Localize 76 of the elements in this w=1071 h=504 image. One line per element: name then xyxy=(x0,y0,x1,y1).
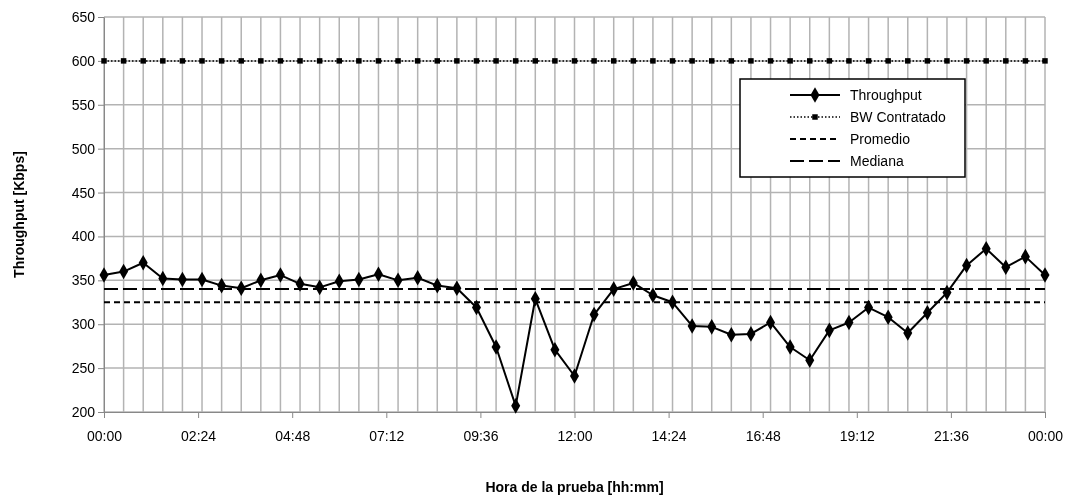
y-tick-label: 300 xyxy=(71,316,96,333)
point xyxy=(493,58,499,64)
point xyxy=(277,58,284,64)
point xyxy=(905,58,911,64)
point xyxy=(238,58,244,64)
legend-label: Promedio xyxy=(850,131,911,147)
point xyxy=(963,58,970,64)
y-tick-label: 500 xyxy=(71,140,96,157)
point xyxy=(532,58,539,64)
y-tick-label: 600 xyxy=(71,52,96,69)
x-tick-label: 14:24 xyxy=(651,427,687,444)
point xyxy=(454,58,460,64)
x-tick-label: 00:00 xyxy=(86,427,123,444)
x-tick-label: 07:12 xyxy=(369,427,405,444)
point xyxy=(258,58,264,64)
point xyxy=(101,58,107,64)
point xyxy=(807,58,813,64)
point xyxy=(1003,58,1009,64)
x-tick-label: 12:00 xyxy=(557,427,593,444)
point xyxy=(983,58,989,64)
x-tick-label: 02:24 xyxy=(181,427,217,444)
x-tick-label: 19:12 xyxy=(839,427,876,444)
point xyxy=(767,58,774,64)
point xyxy=(375,58,382,64)
point xyxy=(610,58,617,64)
point xyxy=(434,58,441,64)
legend-label: Throughput xyxy=(850,87,922,103)
x-tick-label: 21:36 xyxy=(933,427,970,444)
point xyxy=(140,58,146,64)
y-tick-label: 400 xyxy=(71,228,96,245)
point xyxy=(924,58,931,64)
x-axis-title: Hora de la prueba [hh:mm] xyxy=(485,479,664,495)
x-tick-label: 04:48 xyxy=(275,427,311,444)
point xyxy=(630,58,637,64)
point xyxy=(316,58,323,64)
point xyxy=(120,58,127,64)
point xyxy=(218,58,225,64)
x-tick-label: 09:36 xyxy=(463,427,499,444)
point xyxy=(297,58,303,64)
y-tick-label: 350 xyxy=(71,272,96,289)
point xyxy=(591,58,597,64)
y-tick-label: 200 xyxy=(71,403,96,420)
point xyxy=(414,58,421,64)
point xyxy=(826,58,833,64)
point xyxy=(885,58,891,64)
point xyxy=(395,58,401,64)
point xyxy=(1022,58,1029,64)
point xyxy=(356,58,362,64)
x-tick-label: 00:00 xyxy=(1027,427,1064,444)
point xyxy=(846,58,852,64)
point xyxy=(728,58,735,64)
legend-label: Mediana xyxy=(850,153,904,169)
point xyxy=(865,58,872,64)
y-axis-title: Throughput [Kbps] xyxy=(11,151,27,278)
legend-label: BW Contratado xyxy=(850,109,946,125)
point xyxy=(199,58,205,64)
point xyxy=(689,58,695,64)
point xyxy=(748,58,754,64)
y-tick-label: 250 xyxy=(71,360,96,377)
point xyxy=(650,58,656,64)
y-tick-label: 450 xyxy=(71,184,96,201)
point xyxy=(179,58,186,64)
x-tick-label: 16:48 xyxy=(745,427,781,444)
point xyxy=(473,58,480,64)
point xyxy=(552,58,558,64)
point xyxy=(512,58,519,64)
y-tick-label: 550 xyxy=(71,96,96,113)
point xyxy=(336,58,342,64)
point xyxy=(944,58,950,64)
y-tick-label: 650 xyxy=(71,8,96,25)
point xyxy=(708,58,715,64)
point xyxy=(1042,58,1048,64)
point xyxy=(571,58,578,64)
point xyxy=(669,58,676,64)
point xyxy=(160,58,166,64)
point xyxy=(787,58,793,64)
